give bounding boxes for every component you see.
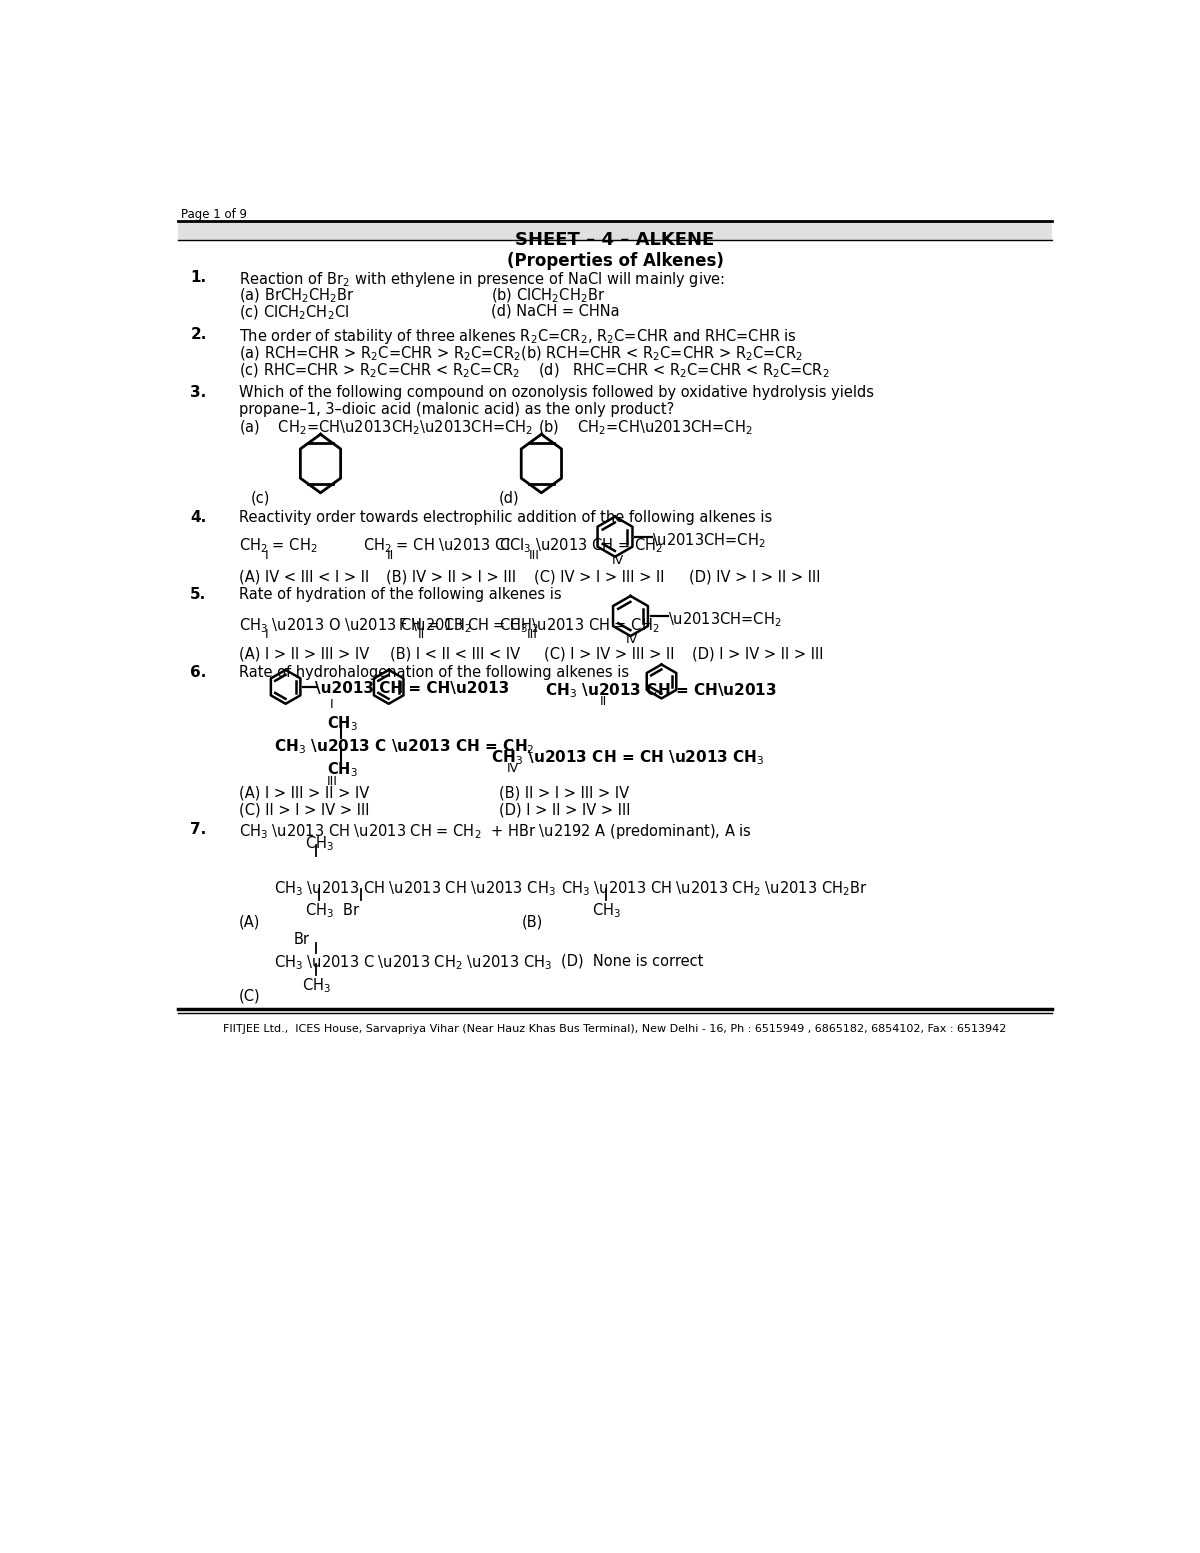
Text: Rate of hydrohalogenation of the following alkenes is: Rate of hydrohalogenation of the followi…	[239, 665, 629, 680]
Text: (C) I > IV > III > II: (C) I > IV > III > II	[544, 646, 674, 662]
Text: IV: IV	[506, 763, 518, 775]
Text: 1.: 1.	[191, 270, 206, 284]
Text: CH$_3$ \u2013 C \u2013 CH$_2$ \u2013 CH$_3$: CH$_3$ \u2013 C \u2013 CH$_2$ \u2013 CH$…	[274, 954, 552, 972]
Text: (D) I > IV > II > III: (D) I > IV > II > III	[692, 646, 824, 662]
Text: \u2013CH=CH$_2$: \u2013CH=CH$_2$	[667, 610, 781, 629]
Text: (c) RHC=CHR > R$_2$C=CHR < R$_2$C=CR$_2$    (d)   RHC=CHR < R$_2$C=CHR < R$_2$C=: (c) RHC=CHR > R$_2$C=CHR < R$_2$C=CR$_2$…	[239, 362, 830, 379]
Text: II: II	[600, 694, 607, 708]
Text: (B) I < II < III < IV: (B) I < II < III < IV	[390, 646, 521, 662]
Text: (B): (B)	[522, 915, 544, 929]
Text: Page 1 of 9: Page 1 of 9	[181, 208, 247, 221]
Bar	[178, 221, 1052, 241]
Text: CH$_3$ \u2013 CH = CH$_2$: CH$_3$ \u2013 CH = CH$_2$	[499, 617, 659, 635]
Text: Br: Br	[293, 932, 310, 947]
Text: CH$_3$: CH$_3$	[302, 977, 331, 995]
Text: \u2013 CH = CH\u2013: \u2013 CH = CH\u2013	[316, 682, 509, 696]
Text: IV: IV	[612, 554, 624, 567]
Text: SHEET – 4 – ALKENE: SHEET – 4 – ALKENE	[515, 231, 715, 248]
Text: (A) I > III > II > IV: (A) I > III > II > IV	[239, 786, 370, 800]
Text: CH$_3$: CH$_3$	[326, 714, 358, 733]
Text: \u2013CH=CH$_2$: \u2013CH=CH$_2$	[653, 531, 766, 550]
Text: Reactivity order towards electrophilic addition of the following alkenes is: Reactivity order towards electrophilic a…	[239, 509, 773, 525]
Text: (B) IV > II > I > III: (B) IV > II > I > III	[386, 570, 516, 585]
Text: FIITJEE Ltd.,  ICES House, Sarvapriya Vihar (Near Hauz Khas Bus Terminal), New D: FIITJEE Ltd., ICES House, Sarvapriya Vih…	[223, 1023, 1007, 1034]
Text: 3.: 3.	[191, 385, 206, 401]
Text: CH$_3$ \u2013 O \u2013 CH = CH$_2$: CH$_3$ \u2013 O \u2013 CH = CH$_2$	[239, 617, 472, 635]
Text: III: III	[529, 550, 540, 562]
Text: (C) IV > I > III > II: (C) IV > I > III > II	[534, 570, 664, 585]
Text: (B) II > I > III > IV: (B) II > I > III > IV	[499, 786, 629, 800]
Text: (a) BrCH$_2$CH$_2$Br: (a) BrCH$_2$CH$_2$Br	[239, 286, 355, 304]
Text: I: I	[265, 629, 269, 641]
Text: (d): (d)	[499, 491, 520, 506]
Text: (A) I > II > III > IV: (A) I > II > III > IV	[239, 646, 370, 662]
Text: (b) ClCH$_2$CH$_2$Br: (b) ClCH$_2$CH$_2$Br	[491, 286, 606, 304]
Text: I: I	[265, 550, 269, 562]
Text: (a) RCH=CHR > R$_2$C=CHR > R$_2$C=CR$_2$(b) RCH=CHR < R$_2$C=CHR > R$_2$C=CR$_2$: (a) RCH=CHR > R$_2$C=CHR > R$_2$C=CR$_2$…	[239, 345, 803, 362]
Text: CH$_3$ \u2013 CH \u2013 CH = CH$_2$  + HBr \u2192 A (predominant), A is: CH$_3$ \u2013 CH \u2013 CH = CH$_2$ + HB…	[239, 822, 752, 840]
Text: CCl$_3$ \u2013 CH = CH$_2$: CCl$_3$ \u2013 CH = CH$_2$	[499, 537, 662, 556]
Text: Reaction of Br$_2$ with ethylene in presence of NaCl will mainly give:: Reaction of Br$_2$ with ethylene in pres…	[239, 270, 725, 289]
Text: II: II	[418, 629, 425, 641]
Text: The order of stability of three alkenes R$_2$C=CR$_2$, R$_2$C=CHR and RHC=CHR is: The order of stability of three alkenes …	[239, 328, 797, 346]
Text: I: I	[330, 697, 334, 711]
Text: propane–1, 3–dioic acid (malonic acid) as the only product?: propane–1, 3–dioic acid (malonic acid) a…	[239, 402, 674, 416]
Text: 6.: 6.	[191, 665, 206, 680]
Text: IV: IV	[626, 634, 638, 646]
Text: (a)    CH$_2$=CH\u2013CH$_2$\u2013CH=CH$_2$: (a) CH$_2$=CH\u2013CH$_2$\u2013CH=CH$_2$	[239, 419, 533, 438]
Text: 7.: 7.	[191, 822, 206, 837]
Text: (C) II > I > IV > III: (C) II > I > IV > III	[239, 803, 370, 817]
Text: CH$_3$ \u2013 CH \u2013 CH$_2$ \u2013 CH$_2$Br: CH$_3$ \u2013 CH \u2013 CH$_2$ \u2013 CH…	[560, 879, 868, 898]
Text: CH$_3$: CH$_3$	[326, 761, 358, 780]
Text: Rate of hydration of the following alkenes is: Rate of hydration of the following alken…	[239, 587, 562, 601]
Text: (A): (A)	[239, 915, 260, 929]
Text: (c): (c)	[251, 491, 270, 506]
Text: III: III	[326, 775, 337, 787]
Text: 2.: 2.	[191, 328, 206, 342]
Text: II: II	[388, 550, 395, 562]
Text: Which of the following compound on ozonolysis followed by oxidative hydrolysis y: Which of the following compound on ozono…	[239, 385, 874, 401]
Text: (b)    CH$_2$=CH\u2013CH=CH$_2$: (b) CH$_2$=CH\u2013CH=CH$_2$	[538, 419, 752, 438]
Text: III: III	[527, 629, 538, 641]
Text: 5.: 5.	[191, 587, 206, 601]
Text: (d) NaCH = CHNa: (d) NaCH = CHNa	[491, 303, 619, 318]
Text: CH$_2$ = CH \u2013 Cl: CH$_2$ = CH \u2013 Cl	[364, 537, 510, 556]
Text: (A) IV < III < I > II: (A) IV < III < I > II	[239, 570, 370, 585]
Text: (C): (C)	[239, 989, 260, 1003]
Text: (D)  None is correct: (D) None is correct	[560, 954, 703, 968]
Text: CH$_3$ \u2013 CH \u2013 CH \u2013 CH$_3$: CH$_3$ \u2013 CH \u2013 CH \u2013 CH$_3$	[274, 879, 556, 898]
Text: CH$_2$ = CH$_2$: CH$_2$ = CH$_2$	[239, 537, 318, 556]
Text: CH$_3$: CH$_3$	[592, 901, 620, 919]
Text: CH$_3$  Br: CH$_3$ Br	[305, 901, 361, 919]
Text: 4.: 4.	[191, 509, 206, 525]
Text: (D) IV > I > II > III: (D) IV > I > II > III	[689, 570, 820, 585]
Text: F \u2013 CH = CH$_2$: F \u2013 CH = CH$_2$	[398, 617, 539, 635]
Text: (c) ClCH$_2$CH$_2$Cl: (c) ClCH$_2$CH$_2$Cl	[239, 303, 349, 321]
Text: (Properties of Alkenes): (Properties of Alkenes)	[506, 252, 724, 270]
Text: CH$_3$: CH$_3$	[305, 834, 334, 854]
Text: CH$_3$ \u2013 CH = CH \u2013 CH$_3$: CH$_3$ \u2013 CH = CH \u2013 CH$_3$	[491, 749, 764, 767]
Text: CH$_3$ \u2013 CH = CH\u2013: CH$_3$ \u2013 CH = CH\u2013	[545, 682, 778, 700]
Text: CH$_3$ \u2013 C \u2013 CH = CH$_2$: CH$_3$ \u2013 C \u2013 CH = CH$_2$	[274, 738, 535, 756]
Text: (D) I > II > IV > III: (D) I > II > IV > III	[499, 803, 630, 817]
